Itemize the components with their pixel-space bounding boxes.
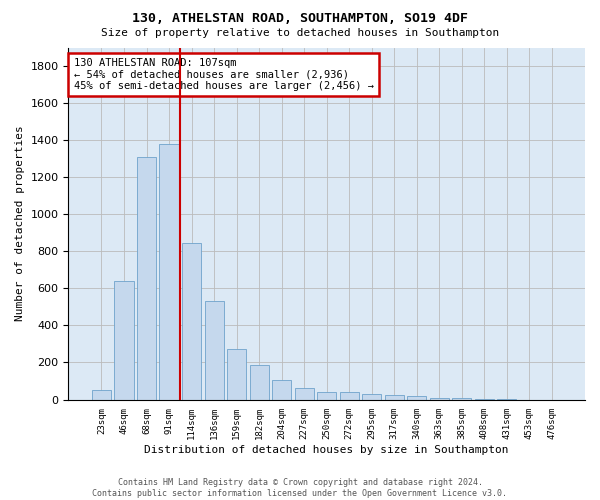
Bar [340,392,359,400]
Text: 130, ATHELSTAN ROAD, SOUTHAMPTON, SO19 4DF: 130, ATHELSTAN ROAD, SOUTHAMPTON, SO19 4… [132,12,468,26]
Bar [250,366,269,400]
Bar [115,281,134,400]
Bar [295,388,314,400]
Y-axis label: Number of detached properties: Number of detached properties [15,126,25,322]
Bar [92,390,111,400]
Bar [317,392,336,400]
Text: Size of property relative to detached houses in Southampton: Size of property relative to detached ho… [101,28,499,38]
Bar [475,398,494,400]
Bar [407,396,427,400]
Bar [452,398,472,400]
Bar [272,380,291,400]
Bar [205,302,224,400]
Bar [362,394,382,400]
X-axis label: Distribution of detached houses by size in Southampton: Distribution of detached houses by size … [145,445,509,455]
Bar [137,157,156,400]
Bar [160,144,179,400]
Bar [227,348,246,400]
Bar [430,398,449,400]
Bar [182,243,201,400]
Text: Contains HM Land Registry data © Crown copyright and database right 2024.
Contai: Contains HM Land Registry data © Crown c… [92,478,508,498]
Bar [497,398,517,400]
Bar [385,395,404,400]
Text: 130 ATHELSTAN ROAD: 107sqm
← 54% of detached houses are smaller (2,936)
45% of s: 130 ATHELSTAN ROAD: 107sqm ← 54% of deta… [74,58,374,92]
